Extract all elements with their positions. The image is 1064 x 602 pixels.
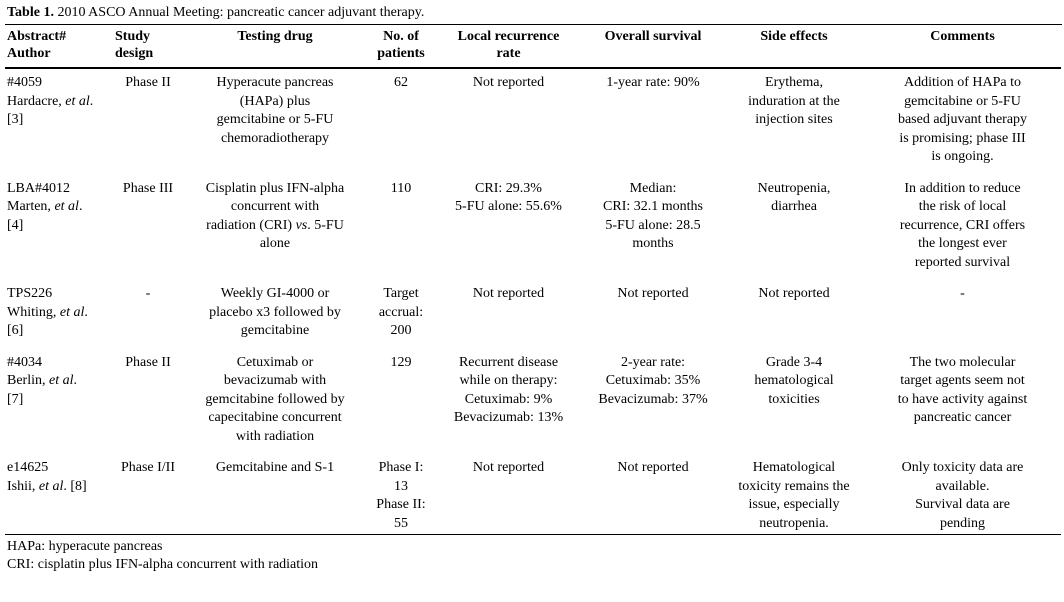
table-row: #4059 Hardacre, et al. [3] Phase II Hypera… xyxy=(5,68,1061,175)
cell-no-of-patients: 110 xyxy=(390,180,412,196)
cell-comments: - xyxy=(960,286,965,301)
cell-testing-drug: Cetuximab or bevacizumab with gemcitabin… xyxy=(205,354,345,444)
cell-overall-survival: 1-year rate: 90% xyxy=(606,75,700,90)
table-row: TPS226 Whiting, et al. [6] - Weekly GI-400… xyxy=(5,280,1061,349)
cell-local-recurrence-rate: Not reported xyxy=(472,75,545,90)
column-header-comments: Comments xyxy=(864,25,1061,69)
cell-no-of-patients: 62 xyxy=(394,75,408,90)
cell-local-recurrence-rate: Recurrent disease while on therapy: Cetu… xyxy=(453,354,564,426)
cell-abstract-author: e14625 Ishii, et al. [8] xyxy=(7,460,87,494)
cell-overall-survival: Median: CRI: 32.1 months 5-FU alone: 28.… xyxy=(603,180,703,252)
cell-local-recurrence-rate: Not reported xyxy=(472,460,545,475)
cell-comments: In addition to reduce the risk of local … xyxy=(899,180,1026,270)
cell-study-design: Phase I/II xyxy=(120,460,176,475)
column-header-abstract-author: Abstract# Author xyxy=(5,25,113,69)
cell-study-design: Phase III xyxy=(122,180,174,196)
cell-overall-survival: Not reported xyxy=(617,460,689,475)
table-title-text: 2010 ASCO Annual Meeting: pancreatic can… xyxy=(53,5,425,20)
cell-testing-drug: Hyperacute pancreas (HAPa) plus gemcitab… xyxy=(216,75,334,146)
column-header-overall-survival: Overall survival xyxy=(582,25,724,69)
cell-comments: The two molecular target agents seem not… xyxy=(897,354,1028,426)
cell-abstract-author: #4034 Berlin, et al. [7] xyxy=(7,354,77,407)
cell-abstract-author: LBA#4012 Marten, et al. [4] xyxy=(7,180,83,233)
column-header-study-design: Study design xyxy=(113,25,183,69)
cell-study-design: Phase II xyxy=(125,75,171,90)
footnote: CRI: cisplatin plus IFN-alpha concurrent… xyxy=(7,557,319,572)
cell-side-effects: Hematological toxicity remains the issue… xyxy=(738,460,850,531)
table-title-label: Table 1. xyxy=(7,5,54,20)
cell-no-of-patients: Phase I: 13 Phase II: 55 xyxy=(376,460,426,531)
table-header-row: Abstract# Author Study design Testing drug… xyxy=(5,25,1061,69)
cell-side-effects: Erythema, induration at the injection si… xyxy=(748,75,840,127)
table-footnotes: HAPa: hyperacute pancreas CRI: cisplatin… xyxy=(5,535,1060,574)
cell-overall-survival: 2-year rate: Cetuximab: 35% Bevacizumab:… xyxy=(598,354,708,407)
column-header-no-of-patients: No. of patients xyxy=(367,25,435,69)
cell-side-effects: Neutropenia, diarrhea xyxy=(757,180,831,215)
cell-no-of-patients: Target accrual: 200 xyxy=(378,286,424,338)
results-table: Abstract# Author Study design Testing drug… xyxy=(5,25,1061,535)
cell-testing-drug: Cisplatin plus IFN-alpha concurrent with… xyxy=(205,180,345,252)
column-header-local-recurrence-rate: Local recurrence rate xyxy=(435,25,582,69)
footnote: HAPa: hyperacute pancreas xyxy=(7,539,163,554)
cell-local-recurrence-rate: CRI: 29.3% 5-FU alone: 55.6% xyxy=(455,180,562,215)
cell-abstract-author: TPS226 Whiting, et al. [6] xyxy=(7,286,88,338)
cell-side-effects: Not reported xyxy=(758,286,830,301)
cell-study-design: Phase II xyxy=(125,354,171,370)
cell-comments: Only toxicity data are available. Surviv… xyxy=(901,460,1024,531)
table-header: Abstract# Author Study design Testing drug… xyxy=(5,25,1061,69)
cell-testing-drug: Weekly GI-4000 or placebo x3 followed by… xyxy=(209,286,341,338)
cell-side-effects: Grade 3-4 hematological toxicities xyxy=(754,354,834,407)
cell-overall-survival: Not reported xyxy=(617,286,689,301)
table-body: #4059 Hardacre, et al. [3] Phase II Hypera… xyxy=(5,68,1061,535)
cell-testing-drug: Gemcitabine and S-1 xyxy=(215,460,335,475)
column-header-side-effects: Side effects xyxy=(724,25,864,69)
table-row: e14625 Ishii, et al. [8] Phase I/II Gemcit… xyxy=(5,454,1061,535)
cell-study-design: - xyxy=(145,286,151,301)
cell-local-recurrence-rate: Not reported xyxy=(472,286,545,301)
cell-comments: Addition of HAPa to gemcitabine or 5-FU … xyxy=(897,75,1028,164)
cell-no-of-patients: 129 xyxy=(390,354,412,370)
table-title: Table 1. 2010 ASCO Annual Meeting: pancr… xyxy=(5,3,1062,25)
column-header-testing-drug: Testing drug xyxy=(183,25,367,69)
table-row: LBA#4012 Marten, et al. [4] Phase III Cisp… xyxy=(5,175,1061,281)
table-row: #4034 Berlin, et al. [7] Phase II Cetuxima… xyxy=(5,349,1061,455)
cell-abstract-author: #4059 Hardacre, et al. [3] xyxy=(7,75,94,127)
